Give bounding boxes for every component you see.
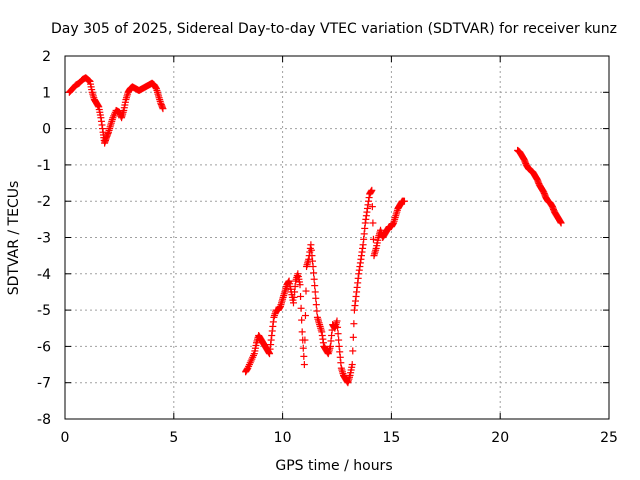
data-point bbox=[311, 288, 319, 296]
y-tick-label: 0 bbox=[42, 122, 51, 138]
x-axis-label: GPS time / hours bbox=[275, 458, 392, 474]
plot-frame bbox=[64, 55, 610, 420]
data-point bbox=[368, 203, 376, 211]
data-point bbox=[350, 320, 358, 328]
data-point bbox=[312, 294, 320, 302]
x-tick-label: 25 bbox=[600, 430, 618, 446]
data-point bbox=[298, 316, 306, 324]
data-point bbox=[311, 282, 319, 290]
y-tick-label: -2 bbox=[37, 194, 51, 210]
y-axis-label: SDTVAR / TECUs bbox=[6, 181, 22, 296]
x-tick-label: 15 bbox=[382, 430, 400, 446]
data-point bbox=[302, 287, 310, 295]
y-tick-label: 1 bbox=[42, 85, 51, 101]
grid bbox=[65, 56, 609, 419]
data-point bbox=[297, 304, 305, 312]
data-point bbox=[557, 219, 565, 227]
data-point bbox=[310, 269, 318, 277]
data-point bbox=[334, 323, 342, 331]
x-tick-label: 10 bbox=[274, 430, 292, 446]
data-point bbox=[348, 361, 356, 369]
data-point bbox=[296, 281, 304, 289]
data-point bbox=[298, 328, 306, 336]
y-tick-label: -1 bbox=[37, 158, 51, 174]
data-point bbox=[299, 344, 307, 352]
data-point bbox=[334, 330, 342, 338]
data-point bbox=[333, 317, 341, 325]
y-tick-label: 2 bbox=[42, 49, 51, 65]
data-point bbox=[301, 312, 309, 320]
data-point bbox=[335, 336, 343, 344]
data-point bbox=[349, 333, 357, 341]
y-tick-label: -4 bbox=[37, 267, 51, 283]
data-point bbox=[369, 235, 377, 243]
x-tick-label: 20 bbox=[491, 430, 509, 446]
data-point bbox=[349, 347, 357, 355]
x-tick-label: 5 bbox=[169, 430, 178, 446]
data-point bbox=[301, 336, 309, 344]
y-tick-label: -3 bbox=[37, 231, 51, 247]
data-point bbox=[300, 352, 308, 360]
data-point bbox=[313, 307, 321, 315]
data-point bbox=[400, 197, 408, 205]
chart-title: Day 305 of 2025, Sidereal Day-to-day VTE… bbox=[51, 21, 617, 37]
data-point bbox=[297, 292, 305, 300]
y-tick-label: -5 bbox=[37, 303, 51, 319]
data-point bbox=[369, 219, 377, 227]
y-tick-label: -7 bbox=[37, 376, 51, 392]
x-tick-label: 0 bbox=[61, 430, 70, 446]
data-point bbox=[300, 361, 308, 369]
data-points bbox=[65, 74, 565, 387]
data-point bbox=[312, 301, 320, 309]
data-point bbox=[159, 105, 167, 113]
data-point bbox=[309, 263, 317, 271]
y-tick-label: -8 bbox=[37, 412, 51, 428]
data-point bbox=[310, 275, 318, 283]
data-point bbox=[368, 186, 376, 194]
y-tick-label: -6 bbox=[37, 339, 51, 355]
